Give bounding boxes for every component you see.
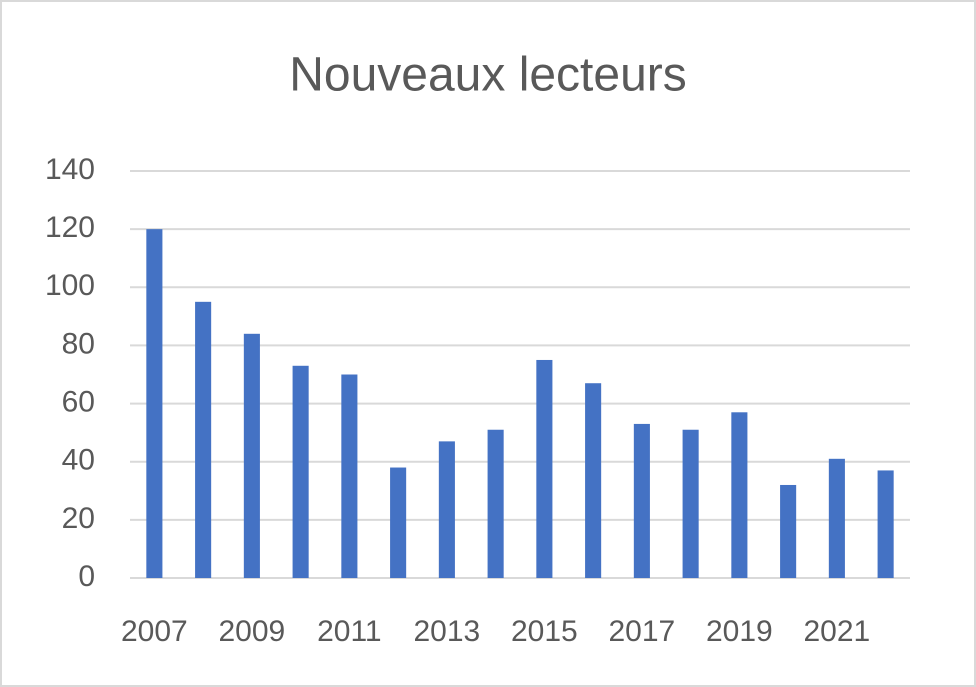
x-tick-label: 2017 [609, 615, 676, 648]
x-tick-label: 2019 [706, 615, 773, 648]
x-tick-label: 2013 [414, 615, 481, 648]
bar [536, 359, 553, 578]
y-tick-label: 120 [45, 211, 95, 244]
x-tick-label: 2007 [121, 615, 188, 648]
bar [633, 423, 650, 578]
y-tick-label: 80 [62, 327, 95, 360]
bar [292, 365, 309, 578]
bar [195, 301, 212, 578]
bar [731, 412, 748, 578]
x-tick-label: 2021 [804, 615, 871, 648]
bar [390, 467, 407, 578]
y-tick-label: 20 [62, 502, 95, 535]
bar [780, 484, 797, 578]
y-tick-label: 0 [78, 560, 95, 593]
y-tick-label: 40 [62, 444, 95, 477]
bar [487, 429, 504, 578]
bar [243, 333, 260, 578]
bar [682, 429, 699, 578]
bar [585, 383, 602, 578]
x-tick-label: 2011 [317, 615, 382, 648]
bar [828, 458, 845, 578]
y-tick-label: 140 [45, 153, 95, 186]
y-tick-label: 100 [45, 269, 95, 302]
bar [341, 374, 358, 578]
x-tick-label: 2015 [511, 615, 578, 648]
y-tick-label: 60 [62, 385, 95, 418]
chart-title: Nouveaux lecteurs [289, 49, 687, 102]
bar [146, 229, 163, 578]
bar [877, 470, 894, 578]
bar [438, 441, 455, 578]
x-tick-label: 2009 [219, 615, 286, 648]
